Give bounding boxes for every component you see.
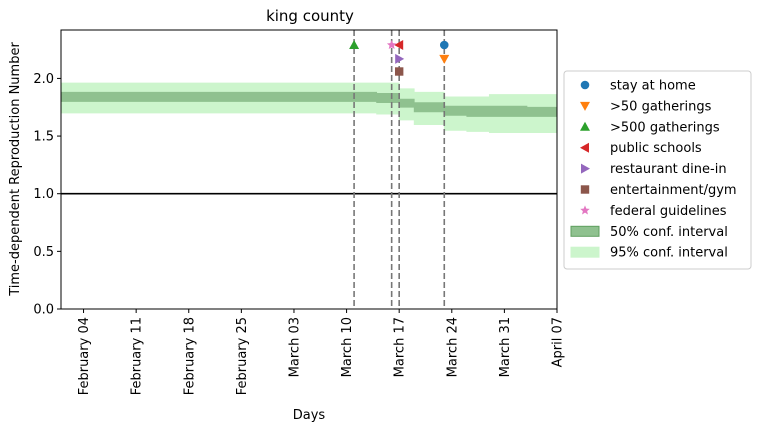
legend-swatch	[570, 246, 600, 258]
axes: 0.0 0.5 1.0 1.5 2.0 February 04 February 11 Feb…	[33, 29, 566, 395]
x-tick-label: March 03	[287, 317, 302, 377]
x-tick-label: March 17	[393, 317, 408, 377]
legend-entry: stay at home	[580, 79, 696, 94]
y-axis-label: Time-dependent Reproduction Number	[8, 42, 23, 297]
legend-label: stay at home	[610, 79, 696, 94]
legend-box	[563, 70, 752, 270]
legend-entry: federal guidelines	[580, 204, 727, 219]
legend-marker	[580, 185, 590, 194]
legend-swatch	[570, 225, 600, 237]
legend-marker	[580, 205, 590, 215]
x-tick-label: April 07	[551, 317, 566, 367]
intervention-marker	[439, 54, 450, 64]
x-tick-label: February 04	[77, 317, 92, 395]
y-tick-label: 0.5	[33, 245, 54, 260]
legend-entry: >500 gatherings	[580, 120, 720, 135]
legend-label: >500 gatherings	[610, 120, 720, 135]
legend-entry: 50% conf. interval	[570, 225, 728, 240]
x-tick-label: March 31	[498, 317, 513, 377]
intervention-marker	[395, 53, 405, 64]
x-tick-label: February 25	[235, 317, 250, 395]
legend-entry: entertainment/gym	[580, 183, 737, 198]
confidence-bands	[60, 82, 558, 134]
legend-label: 95% conf. interval	[610, 246, 728, 261]
legend-label: entertainment/gym	[610, 183, 737, 198]
legend-entry: restaurant dine-in	[581, 162, 727, 177]
legend-marker	[580, 121, 590, 131]
x-tick-label: February 11	[130, 317, 145, 395]
x-tick-label: February 18	[182, 317, 197, 395]
y-tick-label: 0.0	[33, 303, 54, 318]
legend-marker	[580, 142, 589, 153]
x-tick-label: March 24	[445, 317, 460, 377]
y-tick-label: 1.0	[33, 187, 54, 202]
legend-entry: public schools	[580, 141, 702, 156]
legend-label: >50 gatherings	[610, 99, 712, 114]
chart-title: king county	[266, 7, 354, 25]
intervention-marker	[394, 67, 404, 76]
legend-marker	[580, 101, 590, 111]
intervention-marker	[394, 39, 404, 50]
legend-label: federal guidelines	[610, 204, 727, 219]
x-axis-label: Days	[293, 408, 326, 423]
intervention-markers	[349, 39, 450, 76]
legend-entry: >50 gatherings	[580, 99, 712, 114]
intervention-marker	[349, 39, 360, 49]
intervention-marker	[439, 40, 449, 50]
intervention-lines	[353, 30, 446, 309]
y-tick-label: 1.5	[33, 130, 54, 145]
legend-marker	[581, 163, 590, 174]
legend: stay at home >50 gatherings >500 gathering…	[563, 70, 752, 270]
legend-entry: 95% conf. interval	[570, 246, 728, 261]
legend-label: restaurant dine-in	[610, 162, 727, 177]
legend-label: 50% conf. interval	[610, 225, 728, 240]
x-tick-label: March 10	[340, 317, 355, 377]
intervention-marker	[386, 39, 397, 50]
legend-marker	[580, 80, 590, 90]
y-tick-label: 2.0	[33, 72, 54, 87]
plot-frame	[60, 29, 558, 310]
legend-label: public schools	[610, 141, 702, 156]
